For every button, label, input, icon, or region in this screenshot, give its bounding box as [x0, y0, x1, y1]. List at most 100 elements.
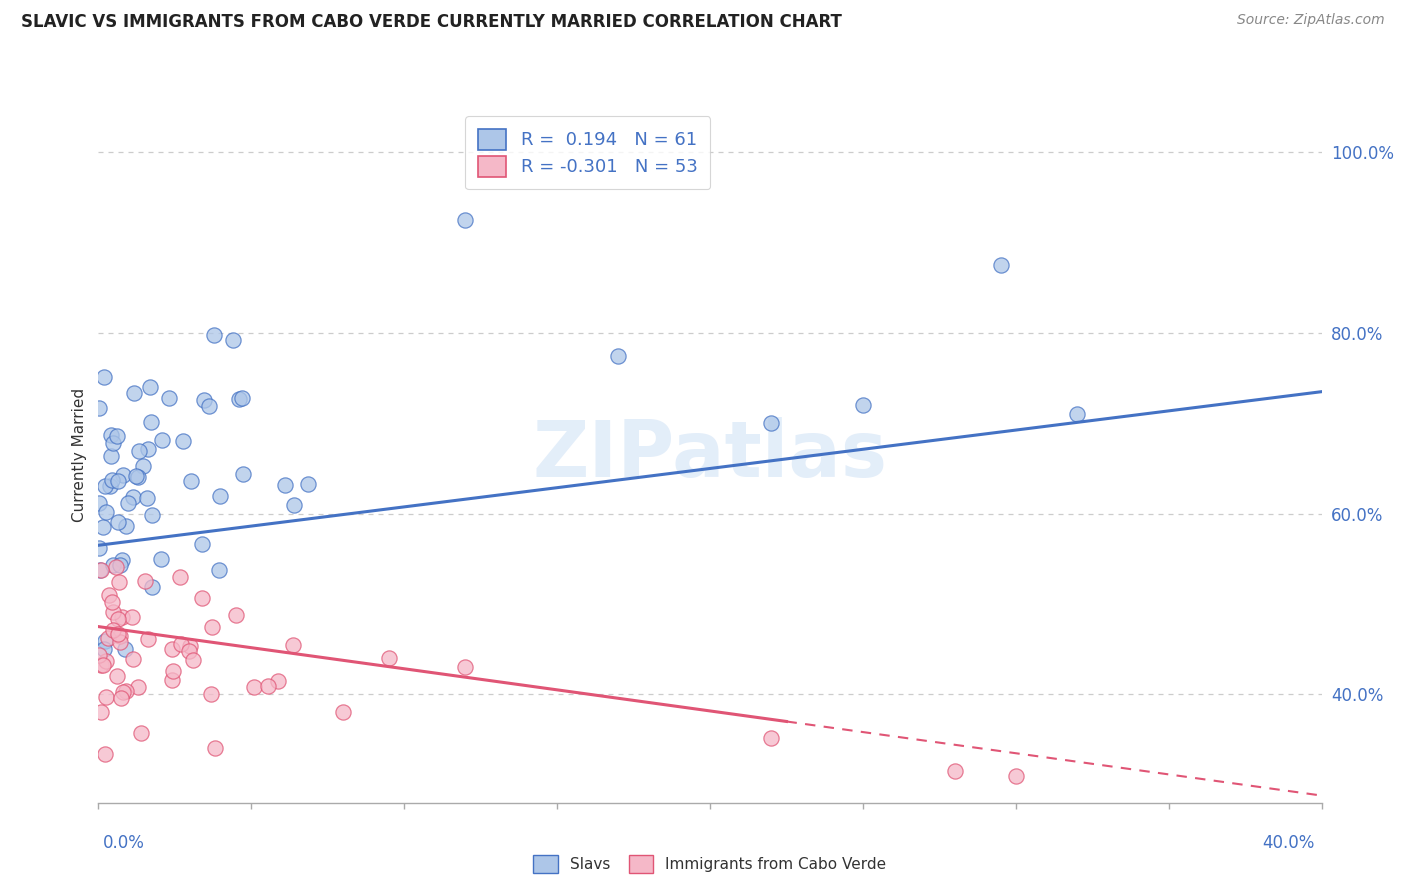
Point — [138, 380, 160, 394]
Text: 40.0%: 40.0% — [1263, 834, 1315, 852]
Point — [108, 634, 131, 648]
Point — [1066, 407, 1088, 421]
Text: 0.0%: 0.0% — [103, 834, 145, 852]
Point — [136, 442, 159, 457]
Point — [107, 474, 129, 488]
Point — [180, 475, 202, 489]
Point — [90, 658, 112, 673]
Point — [98, 478, 121, 492]
Point — [127, 470, 149, 484]
Point — [231, 391, 253, 405]
Point — [141, 508, 163, 523]
Point — [90, 563, 112, 577]
Point — [110, 691, 132, 706]
Point — [87, 541, 110, 556]
Point — [1004, 769, 1026, 783]
Point — [160, 673, 183, 687]
Point — [107, 516, 129, 530]
Point — [191, 537, 214, 551]
Point — [607, 349, 630, 363]
Point — [105, 669, 128, 683]
Point — [943, 764, 966, 779]
Point — [101, 436, 124, 450]
Point — [103, 558, 125, 572]
Point — [281, 638, 304, 652]
Point — [124, 385, 146, 400]
Point — [181, 653, 204, 667]
Point — [160, 641, 183, 656]
Point — [89, 706, 111, 720]
Point — [197, 399, 219, 413]
Point — [111, 610, 134, 624]
Point — [193, 393, 215, 408]
Point — [101, 605, 124, 619]
Point — [122, 651, 145, 665]
Point — [89, 563, 111, 577]
Point — [101, 624, 124, 638]
Point — [100, 450, 122, 464]
Point — [170, 638, 193, 652]
Point — [121, 610, 143, 624]
Y-axis label: Currently Married: Currently Married — [72, 388, 87, 522]
Point — [93, 642, 115, 657]
Point — [162, 665, 184, 679]
Point — [105, 560, 128, 574]
Point — [157, 392, 180, 406]
Point — [759, 731, 782, 745]
Point — [454, 213, 477, 227]
Point — [201, 620, 224, 634]
Point — [132, 458, 155, 473]
Point — [273, 478, 295, 492]
Point — [96, 690, 118, 705]
Point — [94, 506, 117, 520]
Point — [990, 258, 1012, 272]
Text: SLAVIC VS IMMIGRANTS FROM CABO VERDE CURRENTLY MARRIED CORRELATION CHART: SLAVIC VS IMMIGRANTS FROM CABO VERDE CUR… — [21, 13, 842, 31]
Point — [191, 591, 214, 605]
Point — [93, 633, 115, 648]
Point — [228, 392, 250, 407]
Point — [202, 328, 225, 343]
Point — [115, 518, 138, 533]
Point — [100, 427, 122, 442]
Point — [111, 468, 134, 483]
Text: Source: ZipAtlas.com: Source: ZipAtlas.com — [1237, 13, 1385, 28]
Point — [149, 552, 172, 566]
Point — [454, 660, 477, 674]
Point — [225, 608, 247, 623]
Point — [107, 627, 129, 641]
Text: ZIPatlas: ZIPatlas — [533, 417, 887, 493]
Point — [115, 683, 138, 698]
Point — [204, 741, 226, 756]
Point — [93, 370, 115, 384]
Legend: Slavs, Immigrants from Cabo Verde: Slavs, Immigrants from Cabo Verde — [527, 849, 893, 879]
Point — [243, 680, 266, 694]
Point — [127, 680, 149, 694]
Point — [141, 580, 163, 594]
Point — [172, 434, 194, 448]
Point — [101, 473, 124, 487]
Point — [134, 574, 156, 588]
Point — [108, 575, 131, 590]
Point — [378, 651, 401, 665]
Point — [179, 644, 201, 658]
Point — [114, 642, 136, 657]
Point — [208, 563, 231, 577]
Point — [91, 520, 114, 534]
Point — [222, 334, 245, 348]
Point — [200, 687, 222, 701]
Point — [267, 673, 290, 688]
Point — [128, 444, 150, 458]
Point — [97, 631, 120, 645]
Point — [111, 684, 134, 698]
Point — [179, 640, 201, 654]
Point — [94, 654, 117, 668]
Point — [107, 612, 129, 626]
Point — [94, 479, 117, 493]
Point — [297, 477, 319, 491]
Point — [108, 629, 131, 643]
Point — [87, 496, 110, 510]
Point — [759, 417, 782, 431]
Point — [283, 498, 305, 512]
Point — [135, 491, 157, 506]
Point — [169, 570, 191, 584]
